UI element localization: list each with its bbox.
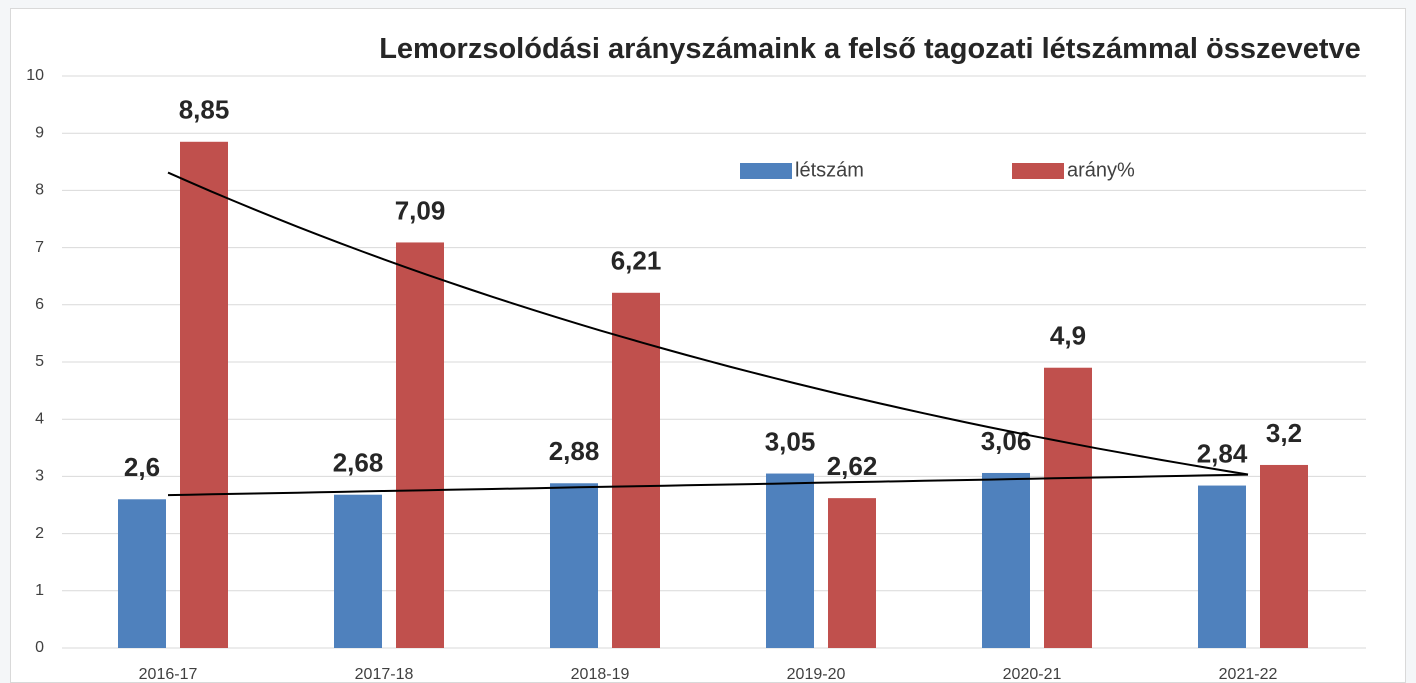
y-tick-label: 4 [35,410,44,427]
legend-label: létszám [795,159,864,181]
legend-swatch [1012,163,1064,179]
bar [118,499,166,648]
x-tick-label: 2021-22 [1219,666,1278,683]
data-label: 6,21 [611,246,662,276]
x-tick-label: 2016-17 [139,666,198,683]
bar [550,483,598,648]
y-tick-label: 0 [35,639,44,656]
trendline [167,171,1249,476]
x-tick-label: 2020-21 [1003,666,1062,683]
data-label: 2,68 [333,448,384,478]
y-tick-label: 1 [35,582,44,599]
x-tick-label: 2019-20 [787,666,846,683]
y-tick-label: 7 [35,239,44,256]
bar [766,473,814,648]
bar [982,472,1030,648]
y-tick-label: 5 [35,353,44,370]
bar [180,141,228,648]
chart-title: Lemorzsolódási arányszámaink a felső tag… [379,33,1361,65]
data-label: 3,2 [1266,418,1302,448]
data-label: 2,6 [124,452,160,482]
y-tick-label: 6 [35,296,44,313]
bar [612,292,660,648]
data-label: 2,84 [1197,438,1248,468]
bar [1260,464,1308,648]
data-label: 2,88 [549,436,600,466]
legend-label: arány% [1067,159,1135,181]
bar [396,242,444,648]
data-label: 4,9 [1050,321,1086,351]
data-label: 3,05 [765,426,816,456]
legend-swatch [740,163,792,179]
y-tick-label: 10 [26,67,44,84]
chart-frame [10,8,1406,683]
bar [1044,367,1092,648]
x-tick-label: 2017-18 [355,666,414,683]
x-tick-label: 2018-19 [571,666,630,683]
y-tick-label: 8 [35,182,44,199]
bar [828,498,876,648]
data-label: 7,09 [395,195,446,225]
bar [1198,485,1246,648]
trendline [167,473,1249,497]
y-tick-label: 9 [35,124,44,141]
data-label: 2,62 [827,451,878,481]
y-tick-label: 3 [35,468,44,485]
data-label: 8,85 [179,95,230,125]
bar [334,494,382,648]
y-tick-label: 2 [35,525,44,542]
